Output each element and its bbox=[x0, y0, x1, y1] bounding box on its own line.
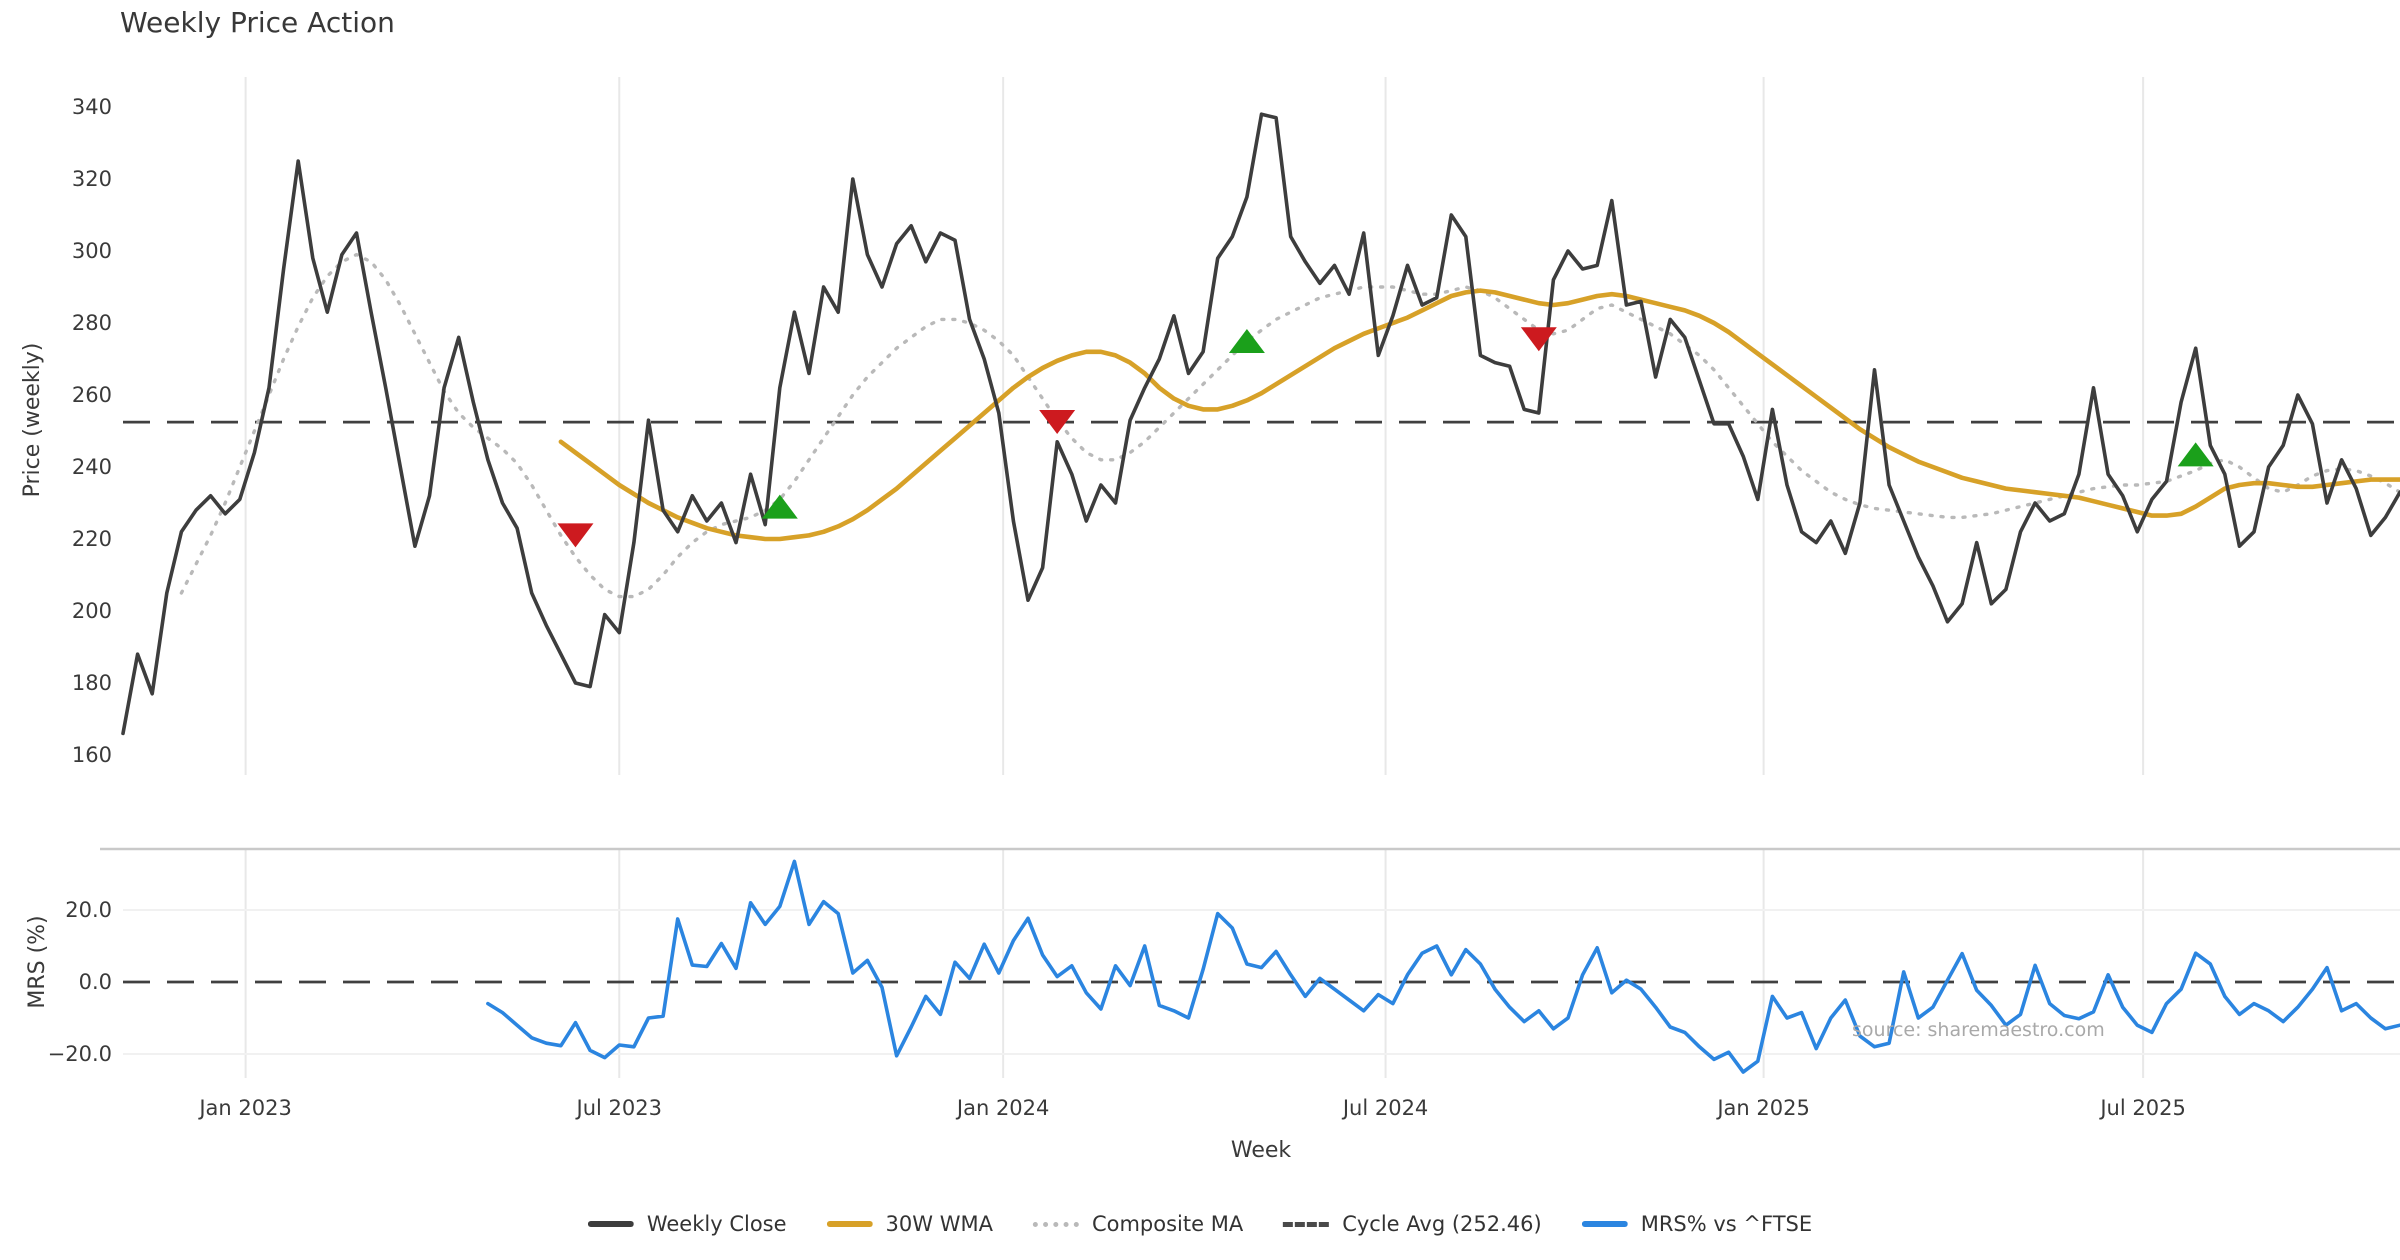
price-tick-label: 300 bbox=[72, 239, 112, 263]
x-tick-label: Jul 2025 bbox=[2098, 1096, 2185, 1120]
reference-lines bbox=[123, 420, 2400, 984]
legend-item-composite-ma: Composite MA bbox=[1032, 1212, 1244, 1236]
legend-item-label: MRS% vs ^FTSE bbox=[1640, 1212, 1813, 1236]
price-tick-label: 240 bbox=[72, 455, 112, 479]
legend-item-weekly-close: Weekly Close bbox=[587, 1212, 787, 1236]
x-tick-label: Jan 2025 bbox=[1715, 1096, 1810, 1120]
legend-item-label: Composite MA bbox=[1091, 1212, 1244, 1236]
buy-signal-marker bbox=[2177, 442, 2214, 467]
legend-swatch-solid bbox=[587, 1221, 634, 1227]
legend-swatch-dashed bbox=[1283, 1221, 1330, 1227]
buy-signal-marker bbox=[1228, 329, 1265, 353]
wma-line bbox=[558, 288, 2400, 542]
price-tick-label: 160 bbox=[72, 743, 112, 767]
legend-swatch-solid bbox=[826, 1221, 873, 1227]
x-tick-label: Jul 2024 bbox=[1341, 1096, 1428, 1120]
price-tick-label: 340 bbox=[72, 95, 112, 119]
price-tick-label: 200 bbox=[72, 599, 112, 623]
price-tick-label: 220 bbox=[72, 527, 112, 551]
x-tick-label: Jan 2024 bbox=[955, 1096, 1050, 1120]
price-axis-label: Price (weekly) bbox=[20, 342, 45, 498]
signal-markers bbox=[557, 327, 2214, 548]
price-tick-label: 260 bbox=[72, 383, 112, 407]
mrs-line bbox=[486, 859, 2400, 1074]
legend-item-mrs-vs-ftse: MRS% vs ^FTSE bbox=[1581, 1212, 1813, 1236]
sell-signal-marker bbox=[557, 523, 594, 548]
page-title: Weekly Price Action bbox=[120, 6, 395, 39]
weekly-close-line bbox=[121, 112, 2400, 736]
legend-swatch-solid bbox=[1581, 1221, 1628, 1227]
x-tick-label: Jan 2023 bbox=[197, 1096, 292, 1120]
series-lines bbox=[121, 112, 2400, 1074]
x-axis-label: Week bbox=[1230, 1138, 1292, 1163]
buy-signal-marker bbox=[761, 494, 798, 519]
composite-ma-line bbox=[179, 252, 2400, 599]
mrs-axis-label: MRS (%) bbox=[25, 915, 50, 1009]
legend-item-label: Weekly Close bbox=[646, 1212, 787, 1236]
legend-item-cycle-avg-252-46-: Cycle Avg (252.46) bbox=[1283, 1212, 1542, 1236]
price-tick-label: 180 bbox=[72, 671, 112, 695]
mrs-tick-label: 20.0 bbox=[65, 898, 112, 922]
sell-signal-marker bbox=[1039, 410, 1076, 434]
sell-signal-marker bbox=[1520, 327, 1557, 352]
mrs-tick-label: 0.0 bbox=[79, 970, 112, 994]
price-tick-label: 280 bbox=[72, 311, 112, 335]
legend-item-30w-wma: 30W WMA bbox=[826, 1212, 993, 1236]
legend-item-label: 30W WMA bbox=[885, 1212, 993, 1236]
mrs-tick-label: −20.0 bbox=[48, 1042, 112, 1066]
x-tick-label: Jul 2023 bbox=[575, 1096, 662, 1120]
watermark: source: sharemaestro.com bbox=[1852, 1019, 2105, 1041]
gridlines bbox=[100, 77, 2400, 1078]
price-tick-label: 320 bbox=[72, 167, 112, 191]
legend: Weekly Close 30W WMA Composite MA Cycle Avg… bbox=[587, 1212, 1813, 1236]
axis-tick-labels: Jan 2023 Jul 2023 Jan 2024 Jul 2024 Jan 2025… bbox=[48, 95, 2186, 1120]
legend-swatch-dotted bbox=[1032, 1221, 1079, 1227]
legend-item-label: Cycle Avg (252.46) bbox=[1342, 1212, 1542, 1236]
